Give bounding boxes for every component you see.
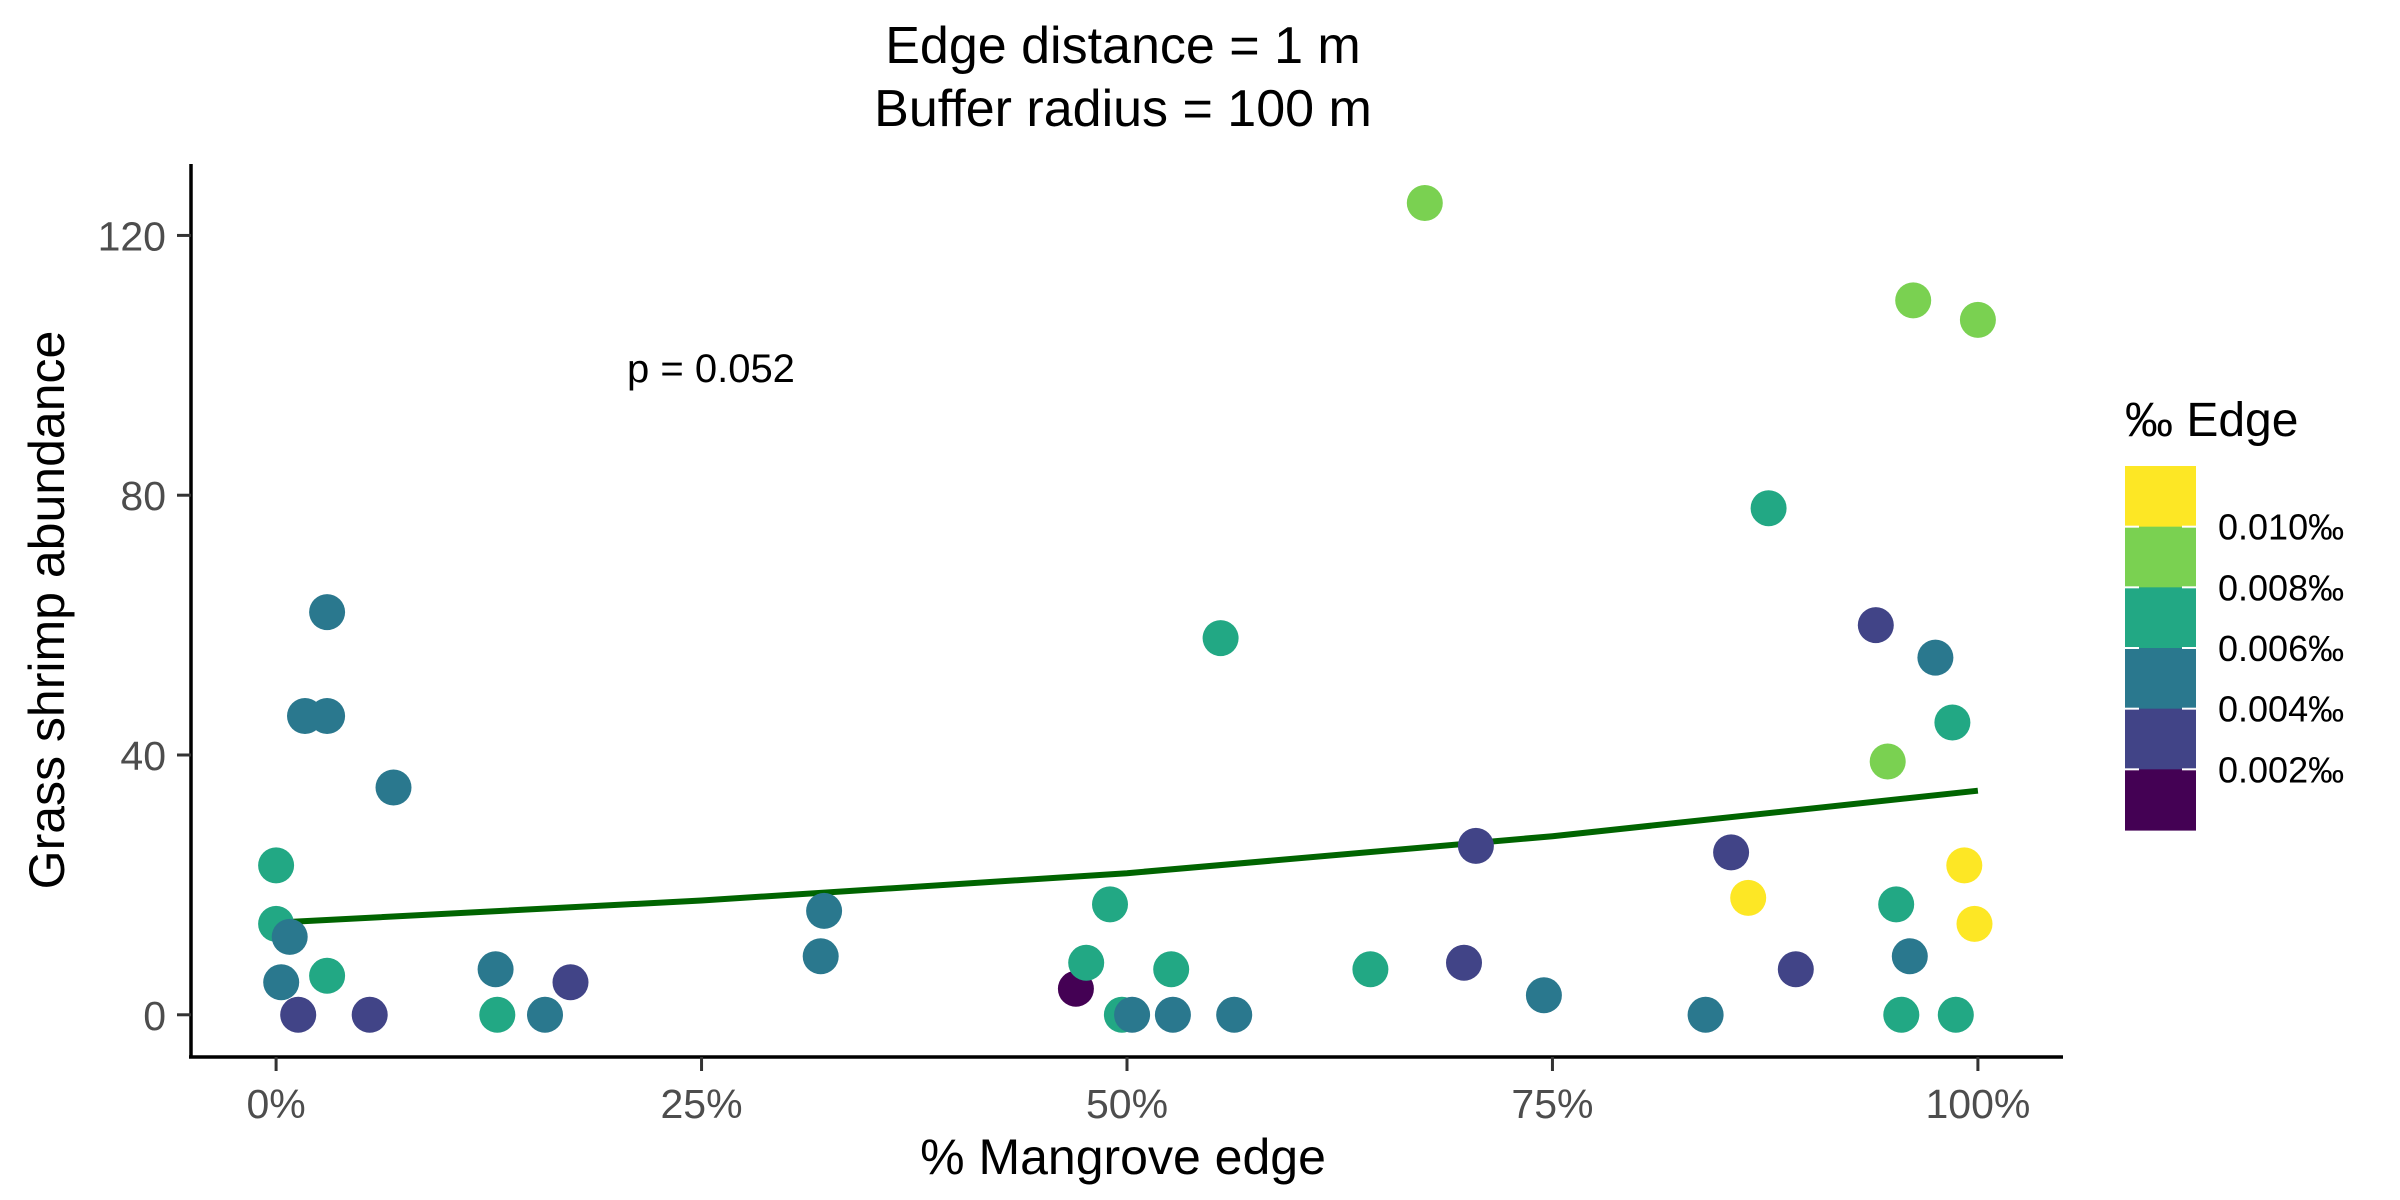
- data-point-35: [1777, 951, 1814, 988]
- y-tick-label-1: 40: [120, 733, 166, 779]
- data-point-38: [1878, 886, 1915, 923]
- data-point-40: [1891, 938, 1928, 975]
- data-point-23: [1154, 996, 1191, 1033]
- legend-label-3: 0.004‰: [2218, 689, 2344, 730]
- data-point-3: [271, 918, 308, 955]
- data-point-43: [1934, 704, 1971, 741]
- data-point-24: [1202, 620, 1239, 657]
- data-point-6: [309, 698, 346, 734]
- legend-labels: 0.010‰ 0.008‰ 0.006‰ 0.004‰ 0.002‰: [2218, 507, 2344, 791]
- x-tick-label-4: 100%: [1925, 1081, 2030, 1127]
- data-point-8: [309, 957, 346, 994]
- data-point-9: [351, 996, 388, 1033]
- y-tick-label-0: 0: [143, 993, 166, 1039]
- x-tick-label-0: 0%: [246, 1081, 305, 1127]
- data-point-0: [258, 847, 295, 884]
- chart-title-line-2: Buffer radius = 100 m: [874, 80, 1372, 138]
- data-point-12: [479, 996, 516, 1033]
- legend-swatch-0: [2125, 466, 2196, 528]
- data-point-13: [527, 996, 563, 1033]
- legend-swatch-2: [2125, 587, 2196, 649]
- legend-swatch-3: [2125, 648, 2196, 710]
- data-point-2: [263, 964, 300, 1001]
- legend-label-1: 0.008‰: [2218, 567, 2344, 608]
- data-point-26: [1352, 951, 1389, 988]
- data-point-31: [1687, 996, 1724, 1033]
- data-point-47: [1959, 301, 1996, 338]
- y-tick-label-3: 120: [98, 213, 166, 259]
- data-point-21: [1114, 996, 1151, 1033]
- data-point-11: [477, 951, 514, 988]
- legend-title: ‰ Edge: [2125, 394, 2298, 447]
- data-point-28: [1446, 944, 1482, 981]
- data-point-4: [280, 996, 317, 1033]
- data-point-34: [1750, 490, 1787, 527]
- data-point-19: [1092, 886, 1128, 923]
- x-tick-label-2: 50%: [1086, 1081, 1168, 1127]
- legend-label-2: 0.006‰: [2218, 628, 2344, 669]
- data-point-25: [1216, 996, 1253, 1033]
- legend-swatch-4: [2125, 708, 2196, 770]
- p-value-annotation: p = 0.052: [627, 347, 795, 391]
- data-point-16: [806, 892, 843, 929]
- data-point-45: [1946, 847, 1983, 884]
- axes: 0% 25% 50% 75% 100% 0 40 80 120: [98, 213, 2031, 1127]
- x-tick-label-1: 25%: [661, 1081, 743, 1127]
- data-point-18: [1068, 944, 1105, 981]
- legend-swatch-5: [2125, 769, 2196, 831]
- data-point-14: [552, 964, 589, 1001]
- plot-area: [258, 185, 1996, 1033]
- data-point-22: [1153, 951, 1190, 988]
- data-point-44: [1937, 996, 1974, 1033]
- data-point-27: [1406, 185, 1443, 221]
- data-point-15: [802, 938, 839, 975]
- color-legend: ‰ Edge 0.010‰ 0.008‰ 0.006‰ 0.004‰ 0.002‰: [2125, 394, 2344, 831]
- legend-colorbar: [2125, 466, 2196, 831]
- data-point-7: [309, 594, 346, 631]
- legend-swatch-1: [2125, 526, 2196, 588]
- data-point-46: [1956, 905, 1993, 942]
- data-point-42: [1917, 639, 1954, 676]
- data-point-33: [1730, 879, 1767, 916]
- y-axis-title: Grass shrimp abundance: [19, 331, 75, 890]
- data-point-32: [1713, 834, 1750, 871]
- data-point-10: [375, 769, 412, 806]
- data-point-29: [1457, 827, 1494, 864]
- data-point-41: [1895, 282, 1932, 319]
- trend-line: [275, 787, 1979, 926]
- x-axis-title: % Mangrove edge: [920, 1129, 1326, 1185]
- data-point-37: [1869, 743, 1906, 780]
- data-point-30: [1525, 977, 1562, 1014]
- y-tick-label-2: 80: [120, 473, 166, 519]
- chart-title-line-1: Edge distance = 1 m: [885, 17, 1361, 75]
- legend-label-4: 0.002‰: [2218, 749, 2344, 790]
- legend-label-0: 0.010‰: [2218, 507, 2344, 548]
- data-point-39: [1883, 996, 1920, 1033]
- data-point-36: [1857, 607, 1894, 644]
- x-tick-label-3: 75%: [1511, 1081, 1593, 1127]
